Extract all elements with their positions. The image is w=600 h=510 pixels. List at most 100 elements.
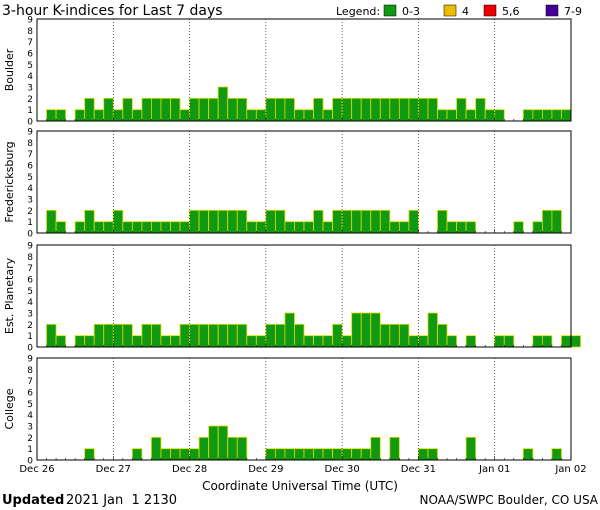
kp-bar [93, 109, 105, 122]
kp-bar [379, 209, 391, 234]
panel-4-ytick: 4 [27, 411, 33, 421]
kp-bar [55, 221, 67, 234]
x-tick-label: Dec 31 [401, 464, 436, 475]
kp-bar [274, 97, 286, 122]
kp-bar [217, 323, 229, 348]
panel-3-ytick: 7 [27, 264, 33, 274]
panel-2-ytick: 9 [27, 128, 33, 138]
kp-bar [322, 221, 334, 234]
kp-bar [541, 209, 553, 234]
kp-bar [398, 221, 410, 234]
kp-bar [484, 109, 496, 122]
kp-bar [418, 335, 429, 348]
kp-bar [313, 209, 324, 234]
kp-bar [217, 425, 229, 461]
kp-bar [360, 209, 372, 234]
kp-bar [370, 209, 381, 234]
kp-bar [170, 221, 181, 234]
kp-bar [179, 448, 190, 461]
kp-bar [494, 335, 505, 348]
kp-bar [532, 335, 543, 348]
kp-bar [446, 109, 457, 122]
kp-bar [103, 97, 114, 122]
kp-bar [322, 335, 334, 348]
panel-2-ytick: 8 [27, 139, 33, 149]
panel-3-ytick: 6 [27, 276, 33, 286]
panel-1-ytick: 9 [27, 16, 33, 26]
kp-bar [236, 323, 248, 348]
legend-label: Legend: [336, 5, 380, 18]
kp-bar [198, 97, 210, 122]
kp-bar [322, 448, 334, 461]
panel-4-ytick: 7 [27, 377, 33, 387]
kp-bar [389, 436, 400, 461]
kp-bar [74, 221, 86, 234]
kp-bar [160, 448, 171, 461]
panel-4-ytick: 1 [27, 445, 33, 455]
x-tick-label: Jan 02 [554, 464, 586, 475]
legend-item-1: 4 [462, 5, 469, 18]
kp-bar [46, 209, 57, 234]
kp-bar [198, 323, 210, 348]
kp-bar [408, 97, 419, 122]
kp-bar [303, 335, 314, 348]
kp-bar [284, 97, 295, 122]
legend-item-3: 7-9 [564, 5, 582, 18]
kp-bar [332, 209, 343, 234]
panel-3: Est. Planetary 0 123 456 789 [3, 242, 581, 354]
kp-bar [294, 323, 305, 348]
legend-swatch-1 [443, 4, 457, 17]
kp-bar [446, 221, 457, 234]
panel-4-ytick: 6 [27, 389, 33, 399]
kp-bar [265, 97, 276, 122]
kp-bar [255, 221, 267, 234]
kp-bar [389, 97, 400, 122]
panel-2-ytick: 0 [27, 230, 33, 240]
panel-1-ytick: 8 [27, 27, 33, 37]
kp-bar [55, 109, 67, 122]
kp-bar [274, 448, 286, 461]
kp-bar [189, 97, 200, 122]
kp-bar [522, 448, 534, 461]
kp-bar [255, 335, 267, 348]
legend-swatch-0 [383, 4, 397, 17]
kp-bar [370, 436, 381, 461]
kp-bar [551, 448, 562, 461]
panel-4-ytick: 8 [27, 366, 33, 376]
x-tick-label: Dec 28 [172, 464, 207, 475]
kp-bar [503, 335, 515, 348]
kp-bar [370, 312, 381, 348]
kp-bar [208, 209, 219, 234]
footer: Updated 2021 Jan 1 2130 NOAA/SWPC Boulde… [2, 493, 599, 508]
kp-bar [189, 323, 200, 348]
panel-4-frame [36, 357, 572, 461]
kp-bar [456, 221, 467, 234]
panel-4-ylabel: College [3, 388, 16, 429]
panel-2-ytick: 5 [27, 173, 33, 183]
kp-bar [303, 448, 314, 461]
kp-bar [227, 209, 238, 234]
kp-bar [322, 109, 334, 122]
kp-bar [541, 335, 553, 348]
kp-bar [351, 209, 362, 234]
kp-bar [84, 335, 95, 348]
kp-bar [74, 109, 86, 122]
panel-4-ytick: 2 [27, 434, 33, 444]
kp-bar [84, 448, 95, 461]
kp-bar [341, 448, 353, 461]
kp-bar [541, 109, 553, 122]
kp-bar [351, 448, 362, 461]
kp-bar [179, 221, 190, 234]
panel-1-ytick: 5 [27, 61, 33, 71]
kp-bar [446, 335, 457, 348]
kp-bar [122, 221, 133, 234]
kp-bar [351, 97, 362, 122]
kp-bar [208, 425, 219, 461]
kp-bar [141, 97, 152, 122]
kp-bar [398, 323, 410, 348]
kp-bar [465, 109, 477, 122]
panel-2: Fredericksburg 0 123 456 789 [3, 128, 572, 240]
kp-bar [418, 448, 429, 461]
kp-bar [351, 312, 362, 348]
kp-bar [551, 109, 562, 122]
